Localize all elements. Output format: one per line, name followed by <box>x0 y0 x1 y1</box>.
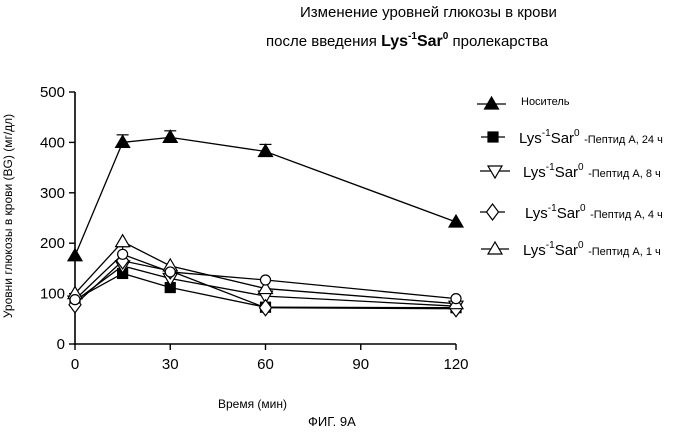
legend-24h-sar: Sar <box>550 130 575 147</box>
legend-1h-sup1: -1 <box>545 240 555 251</box>
data-point-s3-3 <box>258 298 273 317</box>
legend-8h-sup2: 0 <box>578 162 584 173</box>
legend-4h-sar: Sar <box>556 205 581 222</box>
legend-marker-4 <box>486 240 504 255</box>
y-tick-label: 0 <box>57 336 65 353</box>
legend-24h-label: Lys-1Sar0 -Пептид А, 24 ч <box>519 128 663 148</box>
title-compound-lys: Lys <box>381 33 409 50</box>
y-tick-label: 100 <box>40 286 65 303</box>
data-point-s5-4 <box>450 293 462 305</box>
data-point-s0-3 <box>257 143 274 158</box>
legend-8h-sup1: -1 <box>545 162 555 173</box>
legend-8h-sar: Sar <box>554 164 579 181</box>
legend-1h-lys: Lys <box>523 242 546 259</box>
title-compound: Lys-1Sar0 <box>381 31 449 50</box>
data-point-s5-2 <box>164 266 176 278</box>
legend-8h-label: Lys-1Sar0 -Пептид А, 8 ч <box>523 162 661 182</box>
legend-marker-2 <box>486 165 504 180</box>
chart-series <box>66 129 465 318</box>
title-post: пролекарства <box>452 33 549 50</box>
data-point-s5-3 <box>259 274 272 286</box>
title-pre: после введения <box>266 33 377 50</box>
legend-1h-sup2: 0 <box>578 240 584 251</box>
data-point-s5-0 <box>69 294 81 306</box>
y-tick-label: 300 <box>40 185 65 202</box>
legend-4h-desc: -Пептид А, 4 ч <box>590 209 663 221</box>
x-tick-label: 0 <box>71 356 79 373</box>
y-tick-label: 500 <box>40 84 65 101</box>
legend-marker-0 <box>483 95 500 110</box>
chart-title-line1: Изменение уровней глюкозы в крови <box>300 4 557 21</box>
legend-4h-lys: Lys <box>525 205 548 222</box>
y-tick-label: 200 <box>40 235 65 252</box>
title-compound-sup2: 0 <box>442 31 449 42</box>
legend-marker-1 <box>487 131 499 143</box>
data-point-s0-1 <box>114 134 131 148</box>
legend-8h-desc: -Пептид А, 8 ч <box>588 168 661 180</box>
legend-marker-3 <box>485 203 500 221</box>
legend-1h-label: Lys-1Sar0 -Пептид А, 1 ч <box>523 240 661 260</box>
y-tick-label: 400 <box>40 134 65 151</box>
legend-24h-sup2: 0 <box>574 128 580 139</box>
legend-4h-sup2: 0 <box>580 203 586 214</box>
legend-1h-sar: Sar <box>554 242 579 259</box>
legend-24h-desc: -Пептид А, 24 ч <box>584 134 663 146</box>
legend-24h-sup1: -1 <box>541 128 551 139</box>
legend-4h-sup1: -1 <box>547 203 557 214</box>
x-tick-label: 60 <box>257 356 274 373</box>
legend-8h-lys: Lys <box>523 164 546 181</box>
data-point-s0-4 <box>447 213 465 228</box>
x-tick-label: 90 <box>352 356 369 373</box>
data-point-s0-2 <box>162 129 179 143</box>
data-point-s0-0 <box>66 247 84 262</box>
chart-title-line2: после введения Lys-1Sar0 пролекарства <box>266 31 548 51</box>
legend-vehicle-label: Носитель <box>521 96 570 108</box>
legend-4h-label: Lys-1Sar0 -Пептид А, 4 ч <box>525 203 663 223</box>
data-point-s4-1 <box>114 233 131 248</box>
data-point-s4-3 <box>257 280 274 295</box>
legend-1h-desc: -Пептид А, 1 ч <box>588 246 661 258</box>
x-axis-label: Время (мин) <box>218 397 288 411</box>
title-compound-sar: Sar <box>416 33 443 50</box>
legend-markers <box>477 95 510 255</box>
legend-24h-lys: Lys <box>519 130 542 147</box>
title-compound-sup1: -1 <box>408 31 417 42</box>
x-tick-label: 30 <box>162 356 179 373</box>
data-point-s5-1 <box>117 248 129 260</box>
y-axis-label: Уровни глюкозы в крови (BG) (мг/дл) <box>1 114 15 318</box>
chart-axes: 0 100 200 300 400 500 0 30 60 90 120 <box>40 84 469 373</box>
x-tick-label: 120 <box>443 356 468 373</box>
figure-label: ФИГ. 9А <box>308 414 356 429</box>
